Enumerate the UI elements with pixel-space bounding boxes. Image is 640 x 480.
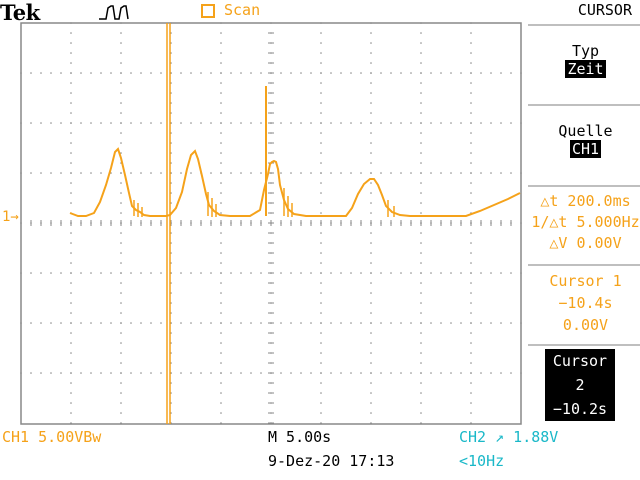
menu-item-cursor-2[interactable]: Cursor 2 −10.2s 0.00V (545, 349, 615, 442)
cursor-1-label: Cursor 1 (549, 272, 622, 290)
trigger-pulse-icon (99, 5, 129, 20)
menu-item-source[interactable]: Quelle CH1 (531, 122, 640, 158)
menu-divider (528, 264, 640, 266)
menu-item-type[interactable]: Typ Zeit (531, 42, 640, 78)
ch1-waveform (69, 147, 521, 217)
waveform-graticule (20, 22, 522, 425)
type-label: Typ (571, 42, 600, 60)
brand-logo: Tek (0, 0, 40, 25)
ch1-scale-readout: CH1 5.00VBw (2, 428, 102, 446)
cursor-2-time: −10.2s (552, 400, 608, 418)
type-value: Zeit (565, 60, 606, 78)
acquisition-mode-label: Scan (224, 1, 261, 19)
cursor-1-volt: 0.00V (562, 316, 609, 334)
delta-v-readout: △V 0.00V (549, 234, 622, 252)
menu-title: CURSOR (577, 1, 632, 19)
cursor-1-time: −10.4s (558, 294, 613, 312)
ch1-ground-marker: 1→ (2, 209, 19, 225)
trigger-frequency-readout: <10Hz (459, 452, 505, 470)
timebase-readout: M 5.00s (268, 428, 332, 446)
date-time-readout: 9-Dez-20 17:13 (268, 452, 395, 470)
menu-item-cursor-1[interactable]: Cursor 1 −10.4s 0.00V (531, 270, 640, 336)
source-label: Quelle (558, 122, 613, 140)
acquisition-indicator-icon (201, 4, 215, 18)
menu-divider (528, 185, 640, 187)
menu-divider (528, 104, 640, 106)
delta-t-readout: △t 200.0ms (540, 192, 631, 210)
trigger-readout: CH2 ↗ 1.88V (459, 428, 559, 446)
menu-divider (528, 24, 640, 26)
inverse-delta-t-readout: 1/△t 5.000Hz (531, 213, 640, 231)
source-value: CH1 (569, 140, 602, 158)
cursor-readout: △t 200.0ms 1/△t 5.000Hz △V 0.00V (531, 191, 640, 254)
cursor-2-label: Cursor 2 (552, 352, 608, 394)
menu-divider (528, 344, 640, 346)
cursor-2-volt: 0.00V (557, 424, 603, 442)
